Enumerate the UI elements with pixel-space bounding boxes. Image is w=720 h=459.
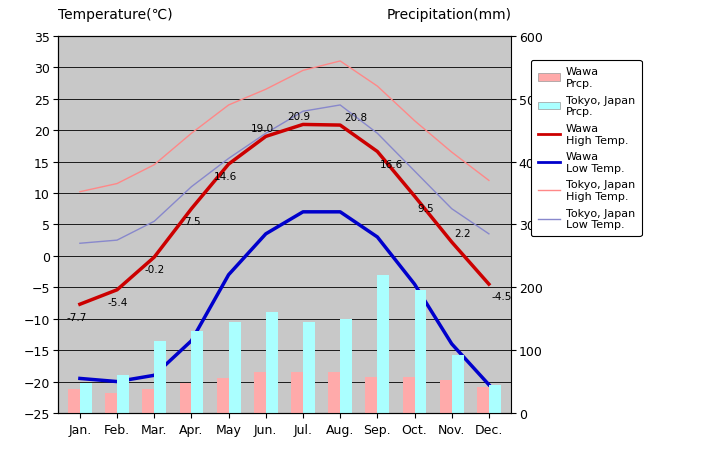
Bar (377, 275, 390, 413)
Bar (440, 381, 451, 413)
Text: -5.4: -5.4 (107, 297, 127, 308)
Bar (217, 379, 229, 413)
Bar (402, 377, 415, 413)
Text: 20.8: 20.8 (344, 112, 367, 122)
Bar (415, 291, 426, 413)
Bar (179, 383, 192, 413)
Bar (80, 383, 92, 413)
Text: 7.5: 7.5 (184, 217, 201, 226)
Bar (143, 389, 154, 413)
Bar (254, 372, 266, 413)
Bar (328, 372, 340, 413)
Text: -4.5: -4.5 (492, 292, 512, 302)
Bar (291, 372, 303, 413)
Bar (105, 393, 117, 413)
Bar (451, 355, 464, 413)
Text: 16.6: 16.6 (380, 159, 403, 169)
Text: 9.5: 9.5 (418, 204, 434, 214)
Bar (117, 375, 129, 413)
Legend: Wawa
Prcp., Tokyo, Japan
Prcp., Wawa
High Temp., Wawa
Low Temp., Tokyo, Japan
Hi: Wawa Prcp., Tokyo, Japan Prcp., Wawa Hig… (531, 61, 642, 236)
Bar (229, 322, 240, 413)
Bar (340, 319, 352, 413)
Text: 20.9: 20.9 (288, 112, 311, 122)
Bar (154, 341, 166, 413)
Bar (303, 322, 315, 413)
Text: -0.2: -0.2 (145, 265, 165, 275)
Bar (489, 385, 501, 413)
Bar (477, 387, 489, 413)
Text: Precipitation(mm): Precipitation(mm) (386, 8, 511, 22)
Text: Temperature(℃): Temperature(℃) (58, 8, 172, 22)
Bar (68, 389, 80, 413)
Bar (192, 331, 203, 413)
Text: 14.6: 14.6 (213, 172, 237, 182)
Bar (266, 313, 278, 413)
Text: -7.7: -7.7 (66, 312, 86, 322)
Bar (366, 377, 377, 413)
Text: 19.0: 19.0 (251, 123, 274, 134)
Text: 2.2: 2.2 (454, 229, 471, 239)
